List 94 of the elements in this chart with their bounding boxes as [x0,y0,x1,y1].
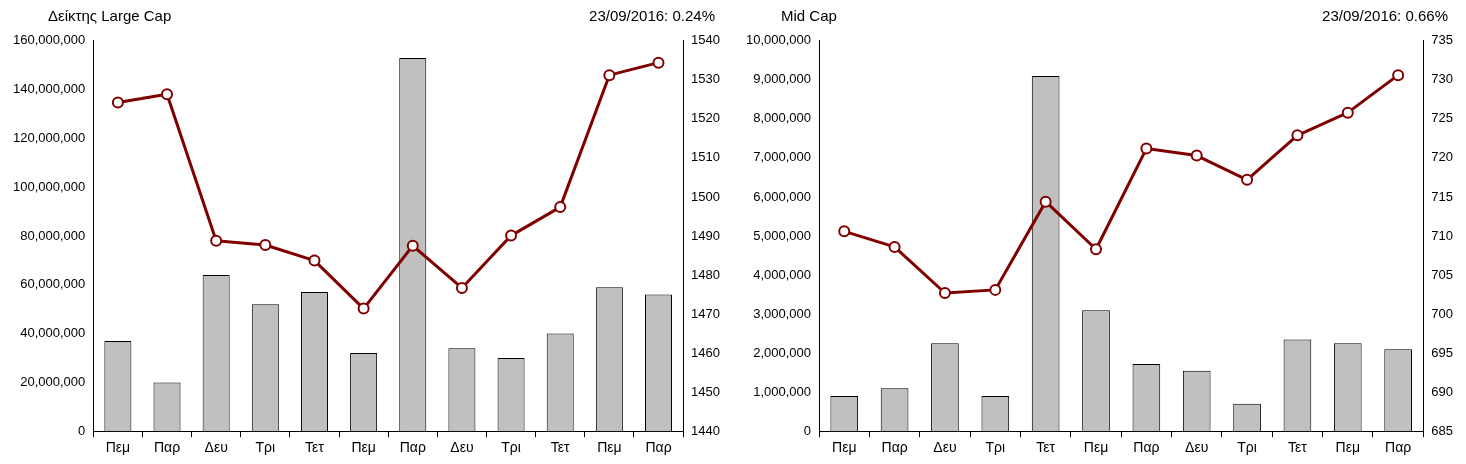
point [554,201,567,214]
y2-tick-label: 690 [1431,383,1454,399]
y-tick-label: 40,000,000 [20,325,86,341]
y-tick-label: 8,000,000 [753,110,812,126]
y2-tick-label: 730 [1431,71,1454,87]
y2-tick-label: 1480 [691,266,720,282]
y2-tick-label: 700 [1431,305,1454,321]
point [652,56,665,69]
y2-tick-label: 1520 [691,110,720,126]
x-tick-label: Τρι [985,439,1006,456]
x-tick-label: Τρι [501,439,521,456]
y-tick-label: 3,000,000 [753,305,812,321]
point [308,254,321,267]
y2-tick-label: 685 [1431,422,1454,438]
point [603,69,616,82]
x-tick-label: Πεμ [351,439,376,456]
x-tick-label: Παρ [153,439,181,456]
chart-subtitle: 23/09/2016: 0.66% [1322,6,1448,24]
x-tick-label: Δευ [450,439,474,456]
y2-tick-label: 1540 [691,32,720,48]
y-tick-label: 7,000,000 [753,149,812,165]
y2-tick-label: 735 [1431,32,1454,48]
y2-tick-label: 715 [1431,188,1454,204]
x-tick-label: Πεμ [105,439,131,456]
x-tick-label: Πεμ [1335,439,1360,456]
x-tick-label: Παρ [1133,439,1160,456]
point [161,88,174,101]
x-tick-label: Πεμ [597,439,622,456]
x-tick-label: Δευ [1185,439,1209,456]
y2-tick-label: 1530 [691,71,720,87]
point [1291,129,1304,142]
point [505,229,518,242]
y2-tick-label: 1470 [691,305,720,321]
point [1241,173,1254,186]
y-tick-label: 160,000,000 [13,32,86,48]
y2-tick-label: 1510 [691,149,720,165]
y-tick-label: 100,000,000 [13,178,86,194]
point [1140,142,1153,155]
y-tick-label: 140,000,000 [13,81,86,97]
y-tick-label: 10,000,000 [745,32,812,48]
y-tick-label: 6,000,000 [753,188,812,204]
chart-title: Mid Cap [781,6,837,24]
x-tick-label: Τρι [255,439,276,456]
point [838,225,851,238]
x-tick-label: Δευ [204,439,228,456]
y-tick-label: 1,000,000 [753,383,812,399]
y-tick-label: 80,000,000 [20,227,86,243]
chart-subtitle: 23/09/2016: 0.24% [589,6,715,24]
y-tick-label: 0 [78,422,86,438]
x-tick-label: Πεμ [1083,439,1109,456]
x-tick-label: Τετ [1036,439,1056,456]
point [989,283,1002,296]
y2-tick-label: 1450 [691,383,720,399]
y-tick-label: 5,000,000 [753,227,812,243]
y2-tick-label: 720 [1431,149,1454,165]
x-tick-label: Παρ [1385,439,1412,456]
point [1039,195,1052,208]
x-tick-label: Παρ [399,439,426,456]
point [259,238,272,251]
y-tick-label: 9,000,000 [753,71,812,87]
x-tick-label: Παρ [881,439,908,456]
point [1392,69,1405,82]
y-tick-label: 2,000,000 [753,344,812,360]
x-tick-label: Τρι [1237,439,1257,456]
y2-tick-label: 1490 [691,227,720,243]
x-tick-label: Πεμ [832,439,857,456]
x-tick-label: Δευ [933,439,957,456]
point [455,281,468,294]
x-tick-label: Τετ [305,439,325,456]
y2-tick-label: 695 [1431,344,1454,360]
point [357,302,370,315]
y2-tick-label: 1460 [691,344,720,360]
y2-tick-label: 705 [1431,266,1454,282]
chart-title: Δείκτης Large Cap [48,6,172,24]
point [406,239,419,252]
y-tick-label: 120,000,000 [13,129,86,145]
y-tick-label: 60,000,000 [20,276,86,292]
x-tick-label: Τετ [1288,439,1308,456]
point [210,234,223,247]
point [888,240,901,253]
point [938,287,951,299]
point [111,96,124,109]
y-tick-label: 20,000,000 [20,373,86,389]
point [1190,149,1203,162]
y2-tick-label: 1500 [691,188,720,204]
y2-tick-label: 1440 [691,422,720,438]
x-tick-label: Παρ [645,439,672,456]
y-tick-label: 0 [803,422,812,438]
point [1090,243,1103,256]
point [1341,106,1354,119]
y2-tick-label: 725 [1431,110,1454,126]
y2-tick-label: 710 [1431,227,1454,243]
x-tick-label: Τετ [550,439,571,456]
y-tick-label: 4,000,000 [753,266,812,282]
